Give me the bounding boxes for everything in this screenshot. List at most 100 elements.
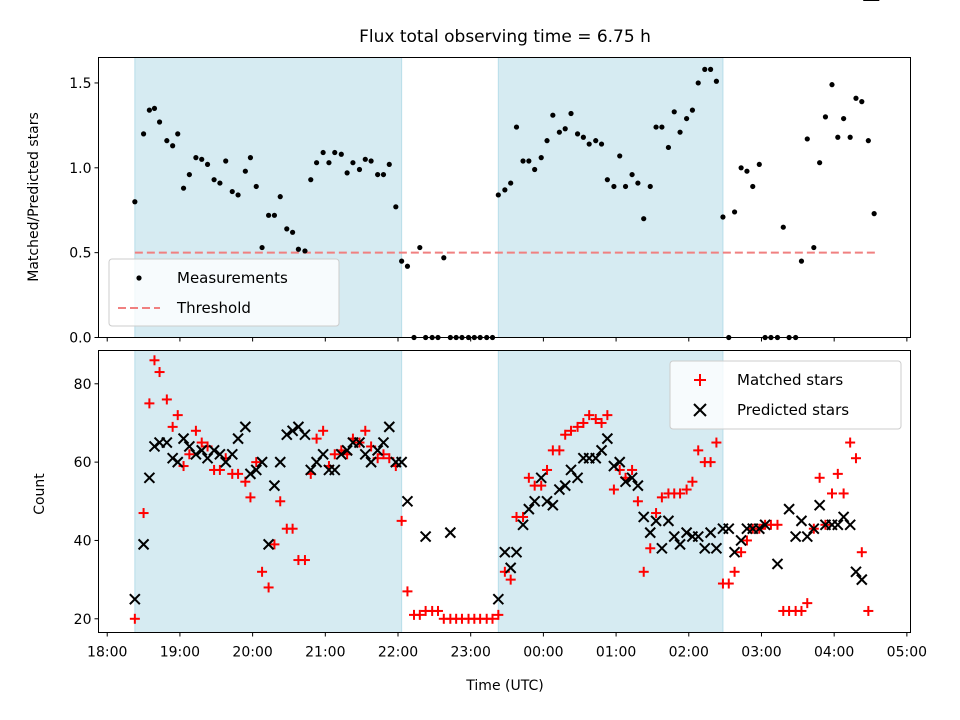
measurement-point bbox=[302, 248, 308, 254]
matched-stars-point bbox=[378, 449, 389, 460]
predicted-stars-point bbox=[571, 472, 584, 484]
x-b bbox=[305, 464, 317, 476]
x-b bbox=[262, 538, 275, 551]
predicted-stars-point bbox=[674, 538, 686, 551]
predicted-stars-point bbox=[590, 452, 602, 464]
matched-stars-point bbox=[396, 515, 407, 526]
measurement-point bbox=[756, 161, 762, 168]
measurement-point bbox=[253, 183, 259, 190]
matched-stars-point bbox=[190, 425, 201, 436]
y-tick-label: 1.5 bbox=[69, 76, 91, 92]
x-b bbox=[656, 542, 668, 554]
x-b bbox=[608, 460, 620, 472]
x-b bbox=[626, 472, 638, 484]
matched-stars-point bbox=[414, 609, 425, 620]
measurement-point bbox=[170, 143, 176, 149]
x-b bbox=[172, 456, 184, 468]
measurement-point bbox=[277, 194, 283, 200]
x-b bbox=[808, 523, 820, 535]
predicted-stars-point bbox=[365, 456, 377, 468]
matched-stars-point bbox=[542, 464, 553, 475]
predicted-stars-point bbox=[286, 425, 299, 437]
x-b bbox=[281, 429, 293, 441]
x-b bbox=[371, 444, 384, 457]
measurement-point bbox=[441, 255, 447, 261]
measurement-point bbox=[320, 149, 326, 156]
x-b bbox=[601, 432, 614, 445]
x-b bbox=[759, 519, 771, 531]
x-b bbox=[208, 444, 220, 457]
top-axes-frame bbox=[98, 57, 911, 338]
x-b bbox=[523, 503, 535, 515]
measurement-point bbox=[835, 134, 841, 140]
x-b bbox=[789, 530, 802, 543]
x-b bbox=[535, 472, 547, 484]
x-b bbox=[359, 448, 371, 460]
matched-stars-point bbox=[329, 449, 340, 460]
x-b bbox=[692, 530, 704, 543]
measurements-legend-marker bbox=[136, 275, 142, 281]
x-b bbox=[239, 421, 252, 433]
bottom-axes-frame bbox=[98, 350, 911, 633]
x-b bbox=[377, 436, 390, 449]
x-b bbox=[419, 530, 432, 543]
predicted-stars-point bbox=[161, 436, 173, 449]
predicted-stars-point bbox=[844, 519, 856, 531]
x-b bbox=[559, 479, 571, 492]
measurement-point bbox=[404, 263, 411, 269]
measurement-point bbox=[271, 212, 278, 218]
measurement-point bbox=[399, 258, 405, 264]
matched-stars-point bbox=[154, 367, 165, 378]
predicted-stars-point bbox=[619, 476, 632, 488]
bottom-y-axis-label: Count bbox=[32, 473, 48, 515]
predicted-stars-point bbox=[728, 546, 741, 558]
predicted-stars-point bbox=[172, 456, 184, 468]
measurement-point bbox=[689, 107, 696, 113]
top-legend: Measurements Threshold bbox=[108, 258, 340, 327]
predicted-stars-point bbox=[638, 511, 650, 523]
predicted-stars-point bbox=[226, 448, 238, 460]
predicted-stars-point bbox=[710, 542, 723, 554]
measurement-point bbox=[702, 66, 708, 72]
measurement-point bbox=[544, 138, 550, 144]
measurement-point bbox=[266, 212, 272, 218]
predicted-stars-point bbox=[614, 456, 626, 468]
x-b bbox=[335, 448, 348, 460]
measurement-point bbox=[568, 110, 574, 117]
measurement-point bbox=[180, 185, 187, 191]
predicted-stars-point bbox=[699, 542, 711, 554]
matched-stars-point bbox=[493, 609, 504, 620]
measurement-point bbox=[235, 192, 241, 198]
x-b bbox=[444, 526, 457, 539]
measurement-point bbox=[526, 158, 532, 164]
matched-stars-point bbox=[566, 425, 577, 436]
x-b bbox=[177, 432, 190, 445]
measurement-point bbox=[313, 160, 320, 166]
matched-stars-point bbox=[705, 457, 716, 468]
observing-window-2 bbox=[497, 57, 724, 338]
measurement-point bbox=[647, 183, 653, 190]
matched-stars-point bbox=[299, 555, 310, 566]
measurements-legend-label: Measurements bbox=[177, 269, 288, 287]
predicted-stars-point bbox=[656, 542, 668, 554]
measurement-point bbox=[375, 171, 381, 178]
x-b bbox=[395, 456, 408, 468]
x-b bbox=[401, 495, 414, 507]
measurement-point bbox=[804, 136, 810, 142]
y-tick-label: 60 bbox=[74, 455, 92, 471]
matched-stars-point bbox=[832, 468, 843, 479]
predicted-stars-point bbox=[723, 523, 735, 535]
threshold-legend-label: Threshold bbox=[176, 299, 251, 317]
predicted-stars-point bbox=[190, 448, 202, 460]
measurement-point bbox=[417, 244, 423, 251]
matched-stars-point bbox=[311, 433, 322, 444]
x-b bbox=[837, 511, 850, 523]
measurement-point bbox=[731, 209, 738, 215]
measurement-point bbox=[629, 171, 635, 178]
measurement-point bbox=[635, 180, 641, 186]
matched-stars-point bbox=[687, 476, 698, 487]
measurement-point bbox=[586, 141, 592, 147]
matched-stars-point bbox=[184, 449, 195, 460]
measurement-point bbox=[204, 161, 211, 168]
x-b bbox=[723, 523, 735, 535]
